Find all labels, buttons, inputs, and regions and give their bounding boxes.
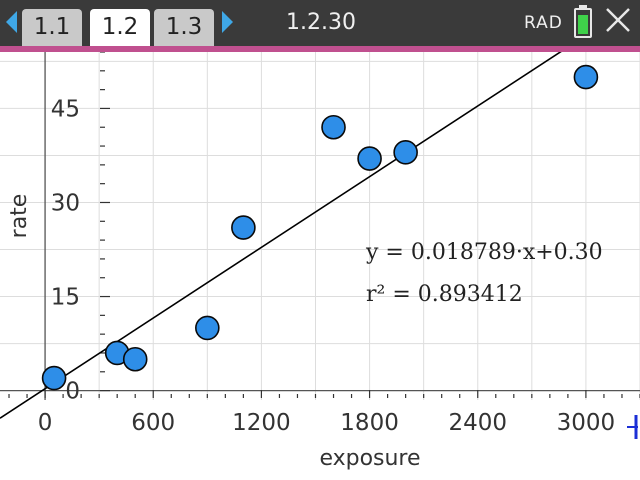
- page-number: 1.2.30: [286, 10, 356, 35]
- x-tick-label: 3000: [557, 410, 616, 436]
- document-toolbar: 1.1 1.2 1.3 1.2.30 RAD: [0, 0, 640, 52]
- y-tick-label: 15: [51, 285, 80, 311]
- data-point[interactable]: [231, 215, 256, 240]
- regression-line: [0, 52, 562, 419]
- y-tick-label: 45: [51, 96, 80, 122]
- previous-tab-arrow-icon[interactable]: [6, 11, 17, 33]
- y-tick-label: 30: [51, 190, 80, 216]
- x-tick-label: 1800: [340, 410, 399, 436]
- data-point[interactable]: [122, 346, 148, 372]
- r-squared-value: r² = 0.893412: [366, 282, 523, 307]
- tab-1-3[interactable]: 1.3: [154, 9, 214, 46]
- x-tick-label: 600: [131, 410, 175, 436]
- x-tick-label: 1200: [232, 410, 291, 436]
- tab-1-2[interactable]: 1.2: [90, 9, 150, 52]
- y-tick-label: 0: [65, 379, 80, 405]
- active-tab-underline: [0, 46, 640, 52]
- battery-level-fill: [578, 15, 588, 34]
- scatter-plot[interactable]: 0 600 1200 1800 2400 3000 0 15 30 45 y = 0.018789…: [0, 52, 640, 480]
- x-tick-label: 0: [38, 410, 53, 436]
- regression-equation: y = 0.018789·x+0.30: [365, 240, 603, 265]
- data-point[interactable]: [357, 146, 382, 171]
- x-axis-label: exposure: [319, 446, 420, 471]
- data-point[interactable]: [393, 140, 418, 165]
- next-tab-arrow-icon[interactable]: [222, 11, 233, 33]
- data-point[interactable]: [321, 114, 346, 140]
- data-point[interactable]: [41, 365, 67, 391]
- tab-1-1[interactable]: 1.1: [22, 9, 82, 46]
- data-point[interactable]: [573, 64, 599, 90]
- data-point[interactable]: [195, 315, 220, 341]
- close-icon[interactable]: [604, 6, 632, 34]
- battery-icon: [574, 5, 592, 38]
- x-tick-label: 2400: [448, 410, 507, 436]
- graph-cursor-icon[interactable]: [627, 415, 638, 439]
- y-axis-label: rate: [7, 194, 32, 239]
- angle-mode-indicator: RAD: [524, 13, 563, 33]
